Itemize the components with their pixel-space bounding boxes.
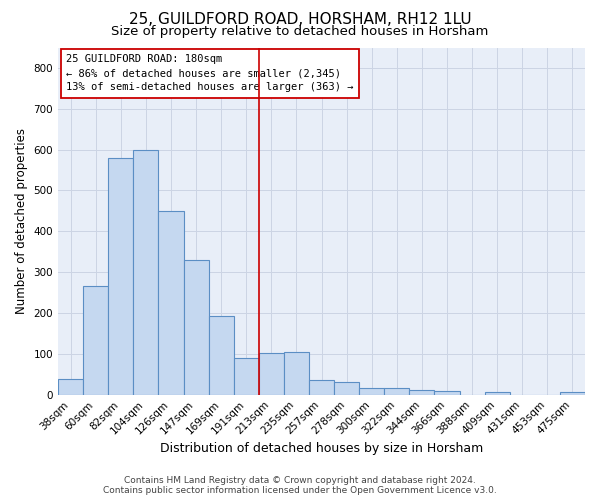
Bar <box>58 379 83 394</box>
Bar <box>384 388 409 394</box>
Text: 25 GUILDFORD ROAD: 180sqm
← 86% of detached houses are smaller (2,345)
13% of se: 25 GUILDFORD ROAD: 180sqm ← 86% of detac… <box>66 54 353 92</box>
Y-axis label: Number of detached properties: Number of detached properties <box>15 128 28 314</box>
Bar <box>409 390 434 394</box>
Text: Size of property relative to detached houses in Horsham: Size of property relative to detached ho… <box>112 25 488 38</box>
X-axis label: Distribution of detached houses by size in Horsham: Distribution of detached houses by size … <box>160 442 483 455</box>
Bar <box>259 353 284 395</box>
Bar <box>108 158 133 394</box>
Bar <box>359 388 384 394</box>
Bar <box>233 358 259 395</box>
Bar <box>434 390 460 394</box>
Bar <box>209 316 233 394</box>
Bar <box>83 286 108 395</box>
Text: 25, GUILDFORD ROAD, HORSHAM, RH12 1LU: 25, GUILDFORD ROAD, HORSHAM, RH12 1LU <box>128 12 472 28</box>
Bar <box>133 150 158 394</box>
Bar <box>334 382 359 394</box>
Bar <box>560 392 585 394</box>
Text: Contains HM Land Registry data © Crown copyright and database right 2024.
Contai: Contains HM Land Registry data © Crown c… <box>103 476 497 495</box>
Bar <box>485 392 510 394</box>
Bar <box>158 211 184 394</box>
Bar <box>184 260 209 394</box>
Bar <box>284 352 309 395</box>
Bar <box>309 380 334 394</box>
